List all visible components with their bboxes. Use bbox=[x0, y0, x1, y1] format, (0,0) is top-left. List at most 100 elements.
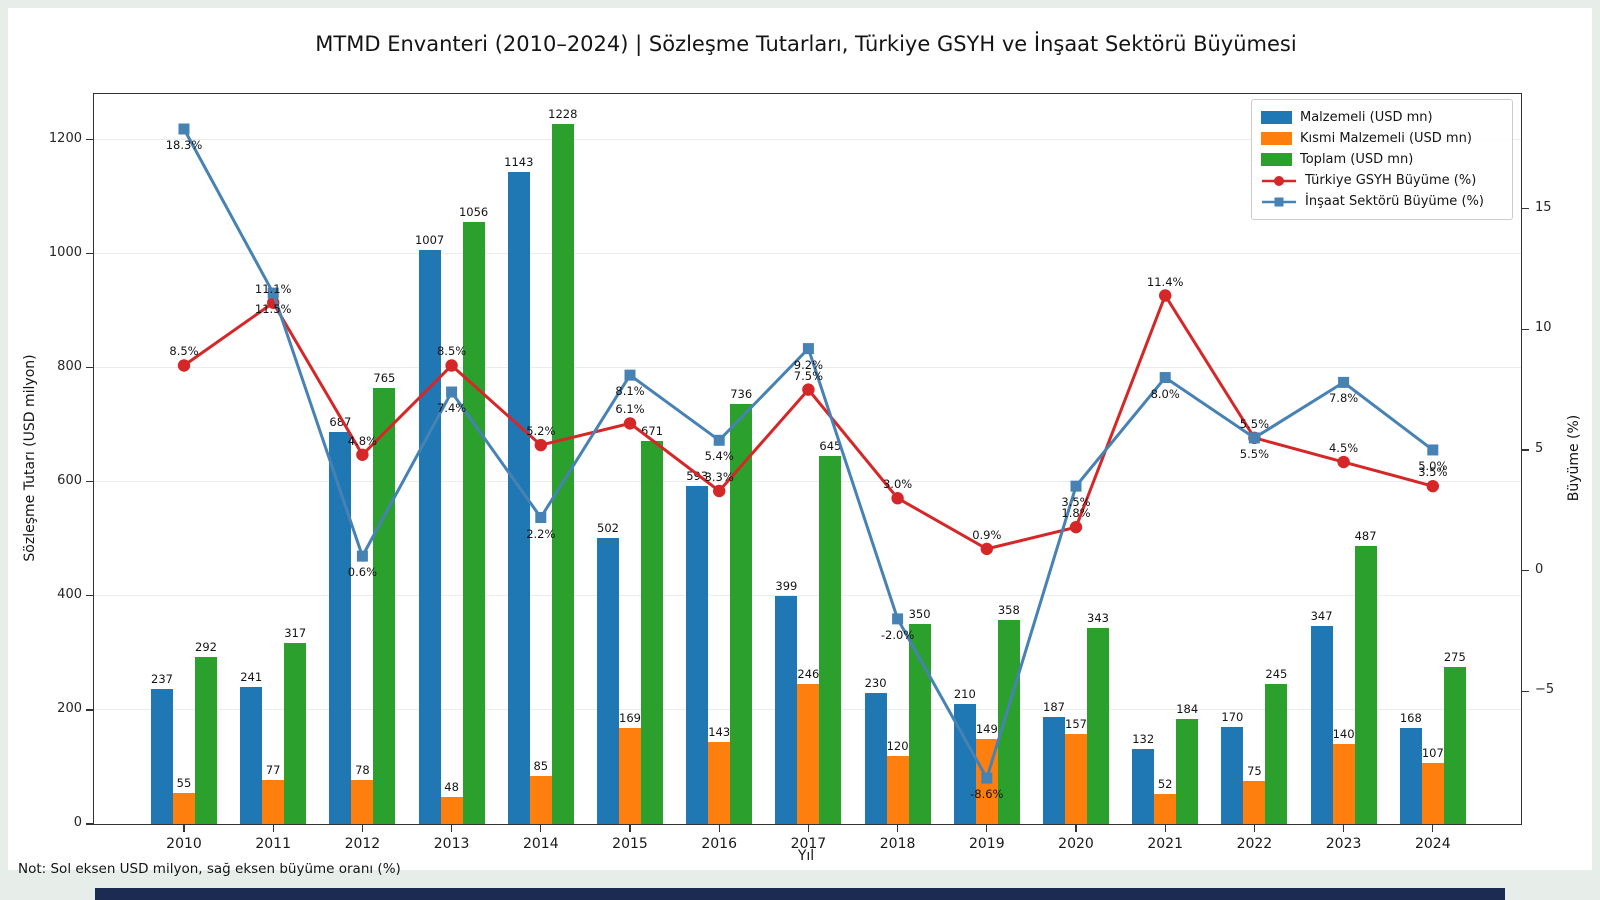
bar-kismi-malzemeli bbox=[529, 775, 552, 824]
bar-malzemeli bbox=[1221, 727, 1244, 824]
bar-value-label: 140 bbox=[1332, 727, 1355, 742]
x-tick-mark bbox=[361, 825, 363, 832]
bar-toplam bbox=[462, 221, 485, 824]
bar-toplam bbox=[551, 123, 574, 824]
bar-value-label: 1143 bbox=[504, 155, 534, 170]
gsyh-marker bbox=[980, 542, 993, 556]
x-tick-label: 2022 bbox=[1236, 836, 1273, 852]
y-tick-label-right: 10 bbox=[1535, 320, 1552, 336]
gridline bbox=[94, 595, 1521, 597]
bar-value-label: 736 bbox=[730, 387, 753, 402]
x-tick-label: 2024 bbox=[1414, 836, 1451, 852]
legend-item-label: Toplam (USD mn) bbox=[1300, 152, 1414, 167]
x-tick-mark bbox=[451, 825, 453, 832]
gridline bbox=[94, 253, 1521, 255]
y-tick-mark-left bbox=[86, 823, 93, 825]
x-tick-label: 2023 bbox=[1325, 836, 1362, 852]
x-tick-mark bbox=[986, 825, 988, 832]
bar-value-label: 350 bbox=[908, 607, 931, 622]
insaat-marker bbox=[1070, 480, 1082, 492]
insaat-marker bbox=[981, 772, 993, 784]
legend: Malzemeli (USD mn) Kısmi Malzemeli (USD m… bbox=[1251, 99, 1513, 220]
insaat-marker bbox=[713, 434, 725, 446]
bar-malzemeli bbox=[597, 537, 619, 824]
insaat-point-label: 5.5% bbox=[1239, 446, 1269, 461]
bar-value-label: 246 bbox=[797, 666, 820, 681]
legend-item-label: Kısmi Malzemeli (USD mn) bbox=[1300, 131, 1472, 146]
bar-value-label: 1007 bbox=[414, 232, 445, 247]
gsyh-point-label: 8.5% bbox=[436, 344, 467, 359]
gsyh-marker bbox=[1337, 455, 1350, 469]
gsyh-marker bbox=[891, 492, 904, 505]
x-tick-label: 2017 bbox=[790, 836, 827, 852]
x-tick-mark bbox=[183, 825, 185, 832]
x-tick-label: 2019 bbox=[968, 836, 1005, 852]
insaat-point-label: 3.5% bbox=[1061, 495, 1091, 510]
bar-malzemeli bbox=[775, 596, 798, 824]
x-tick-mark bbox=[540, 825, 542, 832]
y-tick-mark-left bbox=[86, 595, 93, 597]
bar-value-label: 317 bbox=[284, 626, 307, 641]
bar-value-label: 399 bbox=[775, 579, 798, 594]
insaat-point-label: 9.2% bbox=[793, 357, 823, 372]
bar-value-label: 85 bbox=[533, 758, 549, 773]
bar-malzemeli bbox=[953, 704, 976, 824]
bar-toplam bbox=[819, 456, 842, 824]
gsyh-point-label: 11.1% bbox=[254, 281, 292, 296]
bar-value-label: 120 bbox=[886, 738, 909, 753]
y-tick-mark-left bbox=[86, 139, 93, 141]
chart-figure: MTMD Envanteri (2010–2024) | Sözleşme Tu… bbox=[8, 8, 1592, 877]
x-tick-mark bbox=[807, 825, 809, 832]
bar-value-label: 170 bbox=[1221, 710, 1244, 725]
bar-toplam bbox=[641, 441, 663, 824]
gsyh-point-label: 8.5% bbox=[169, 344, 199, 359]
y-tick-label-left: 800 bbox=[57, 358, 82, 374]
y-tick-label-left: 1200 bbox=[48, 130, 82, 146]
bar-kismi-malzemeli bbox=[619, 727, 641, 824]
x-tick-label: 2012 bbox=[344, 836, 381, 852]
insaat-marker bbox=[535, 512, 547, 524]
legend-item-3: Türkiye GSYH Büyüme (%) bbox=[1261, 170, 1503, 191]
gridline bbox=[94, 139, 1521, 141]
y-tick-label-right: 15 bbox=[1535, 199, 1552, 215]
insaat-point-label: 5.0% bbox=[1418, 458, 1448, 473]
bar-value-label: 1228 bbox=[548, 106, 578, 121]
bar-value-label: 230 bbox=[864, 675, 887, 690]
gsyh-marker bbox=[802, 383, 815, 396]
insaat-point-label: 0.6% bbox=[347, 565, 377, 580]
gridline bbox=[94, 367, 1521, 369]
bar-value-label: 157 bbox=[1065, 717, 1087, 732]
insaat-marker bbox=[892, 613, 904, 625]
legend-swatch bbox=[1261, 153, 1292, 166]
chart-title: MTMD Envanteri (2010–2024) | Sözleşme Tu… bbox=[315, 32, 1297, 56]
gsyh-marker bbox=[534, 438, 547, 452]
bar-malzemeli bbox=[864, 692, 887, 824]
bar-malzemeli bbox=[686, 485, 709, 824]
y-tick-mark-right bbox=[1522, 690, 1529, 692]
x-tick-label: 2021 bbox=[1147, 836, 1183, 852]
bar-toplam bbox=[908, 624, 931, 824]
y-tick-mark-right bbox=[1522, 328, 1529, 330]
legend-item-1: Kısmi Malzemeli (USD mn) bbox=[1261, 128, 1503, 149]
legend-line-circle-glyph bbox=[1262, 175, 1296, 186]
bar-value-label: 55 bbox=[176, 775, 192, 790]
gsyh-point-label: 5.2% bbox=[526, 424, 556, 439]
bar-kismi-malzemeli bbox=[1065, 734, 1087, 824]
legend-line-square-glyph bbox=[1262, 197, 1296, 206]
x-tick-label: 2016 bbox=[701, 836, 737, 852]
bar-malzemeli bbox=[1399, 728, 1422, 824]
x-tick-mark bbox=[272, 825, 274, 832]
x-tick-mark bbox=[1253, 825, 1255, 832]
y-axis-label-left: Sözleşme Tutarı (USD milyon) bbox=[22, 354, 38, 562]
bar-kismi-malzemeli bbox=[262, 780, 285, 824]
insaat-point-label: 8.1% bbox=[615, 384, 645, 399]
insaat-point-label: 8.0% bbox=[1150, 386, 1180, 401]
x-tick-mark bbox=[1343, 825, 1345, 832]
bar-value-label: 48 bbox=[444, 779, 459, 794]
bar-toplam bbox=[1354, 546, 1377, 824]
bar-toplam bbox=[997, 619, 1020, 824]
bar-kismi-malzemeli bbox=[797, 683, 820, 824]
y-axis-label-right: Büyüme (%) bbox=[1566, 414, 1582, 502]
bar-value-label: 143 bbox=[708, 725, 731, 740]
bar-toplam bbox=[1087, 628, 1109, 824]
